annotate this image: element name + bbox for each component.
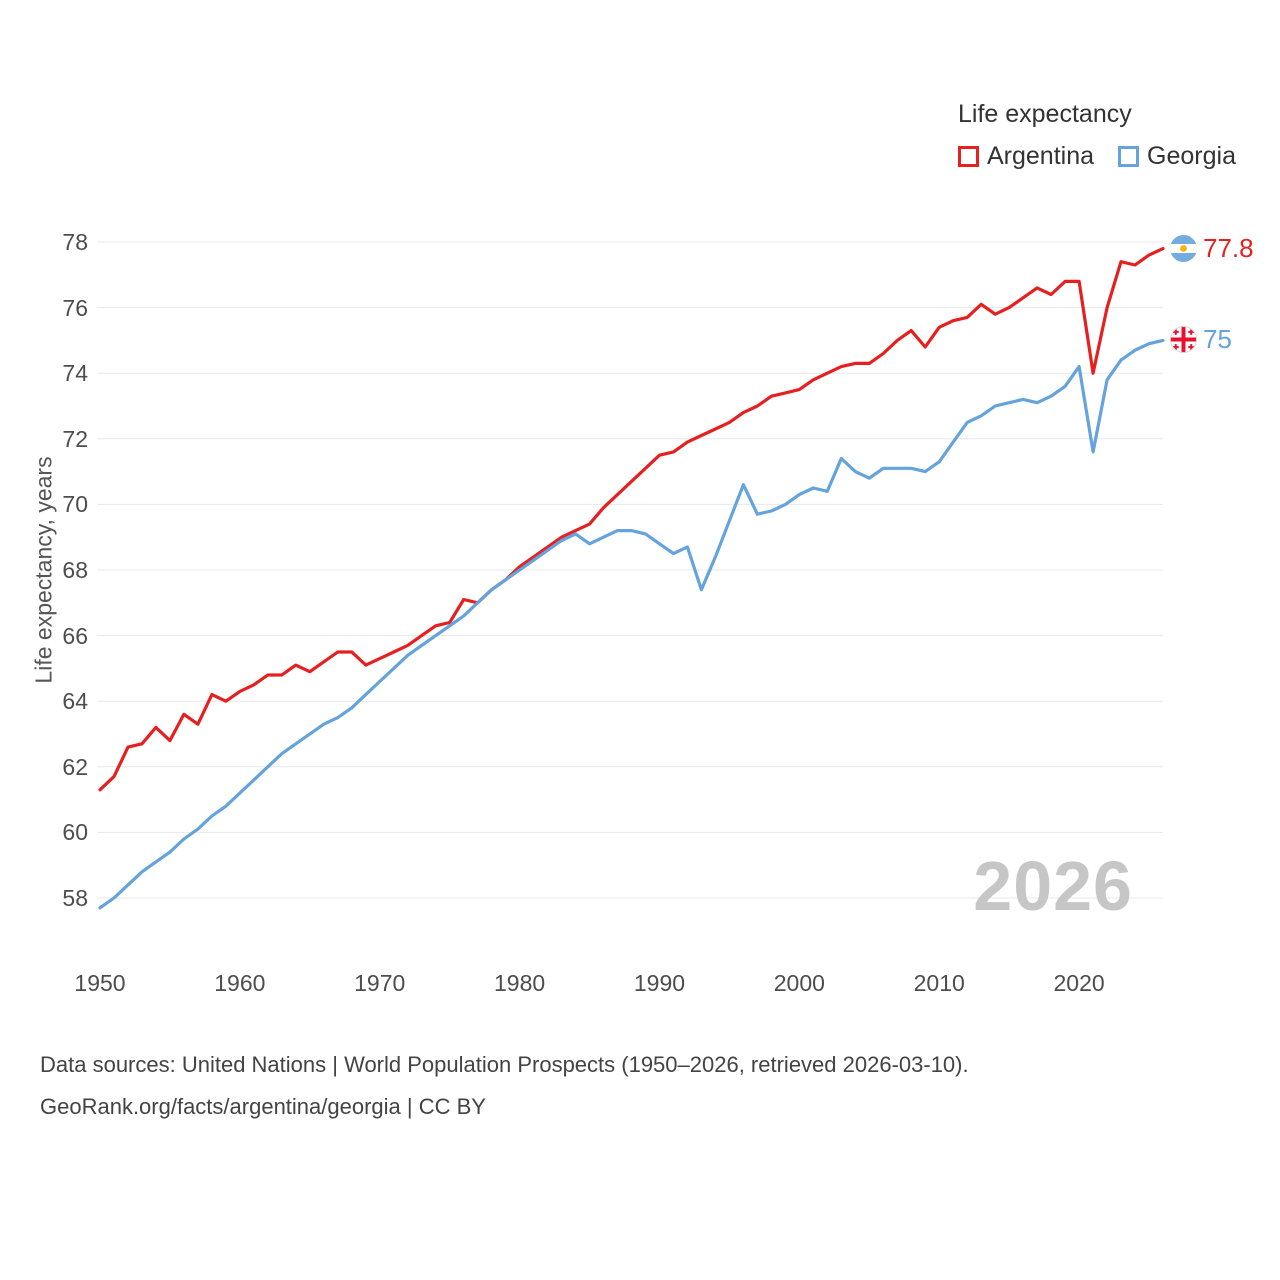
y-tick-label: 58 — [62, 885, 88, 911]
x-tick-label: 2010 — [913, 970, 965, 996]
y-tick-label: 64 — [62, 688, 88, 715]
legend: Life expectancy Argentina Georgia — [958, 100, 1236, 171]
legend-item-argentina[interactable]: Argentina — [958, 142, 1094, 171]
georgia-swatch — [1118, 146, 1140, 167]
legend-label-argentina: Argentina — [987, 142, 1095, 170]
legend-item-georgia[interactable]: Georgia — [1118, 142, 1236, 171]
y-tick-label: 70 — [62, 491, 88, 518]
y-tick-label: 66 — [62, 622, 88, 649]
attribution-line: GeoRank.org/facts/argentina/georgia | CC… — [40, 1094, 486, 1119]
y-tick-label: 72 — [62, 425, 88, 452]
footer: Data sources: United Nations | World Pop… — [40, 1044, 969, 1128]
argentina-end-label: 77.8 — [1170, 233, 1254, 264]
data-source-line: Data sources: United Nations | World Pop… — [40, 1052, 969, 1077]
watermark-year: 2026 — [973, 847, 1133, 925]
series-line-argentina[interactable] — [98, 247, 1165, 792]
y-tick-label: 68 — [62, 557, 88, 583]
series-line-georgia[interactable] — [98, 338, 1165, 910]
y-tick-label: 74 — [62, 360, 88, 387]
x-tick-label: 1990 — [633, 970, 686, 996]
x-tick-label: 2020 — [1053, 970, 1105, 996]
legend-items: Argentina Georgia — [958, 142, 1236, 171]
x-tick-label: 1980 — [494, 970, 546, 996]
argentina-flag-icon — [1170, 234, 1197, 262]
georgia-flag-icon — [1170, 326, 1197, 354]
georgia-end-label: 75 — [1170, 324, 1232, 355]
y-tick-label: 62 — [62, 753, 88, 780]
georgia-latest-value: 75 — [1203, 324, 1232, 355]
x-tick-label: 1960 — [214, 970, 266, 996]
x-tick-label: 1950 — [74, 970, 126, 996]
legend-label-georgia: Georgia — [1147, 142, 1236, 170]
legend-title: Life expectancy — [958, 100, 1132, 128]
y-tick-label: 60 — [62, 819, 88, 846]
y-tick-label: 76 — [62, 294, 88, 321]
y-tick-label: 78 — [62, 229, 88, 255]
argentina-latest-value: 77.8 — [1203, 232, 1254, 263]
argentina-swatch — [958, 146, 979, 167]
x-tick-label: 1970 — [354, 970, 406, 996]
x-tick-label: 2000 — [773, 970, 825, 996]
